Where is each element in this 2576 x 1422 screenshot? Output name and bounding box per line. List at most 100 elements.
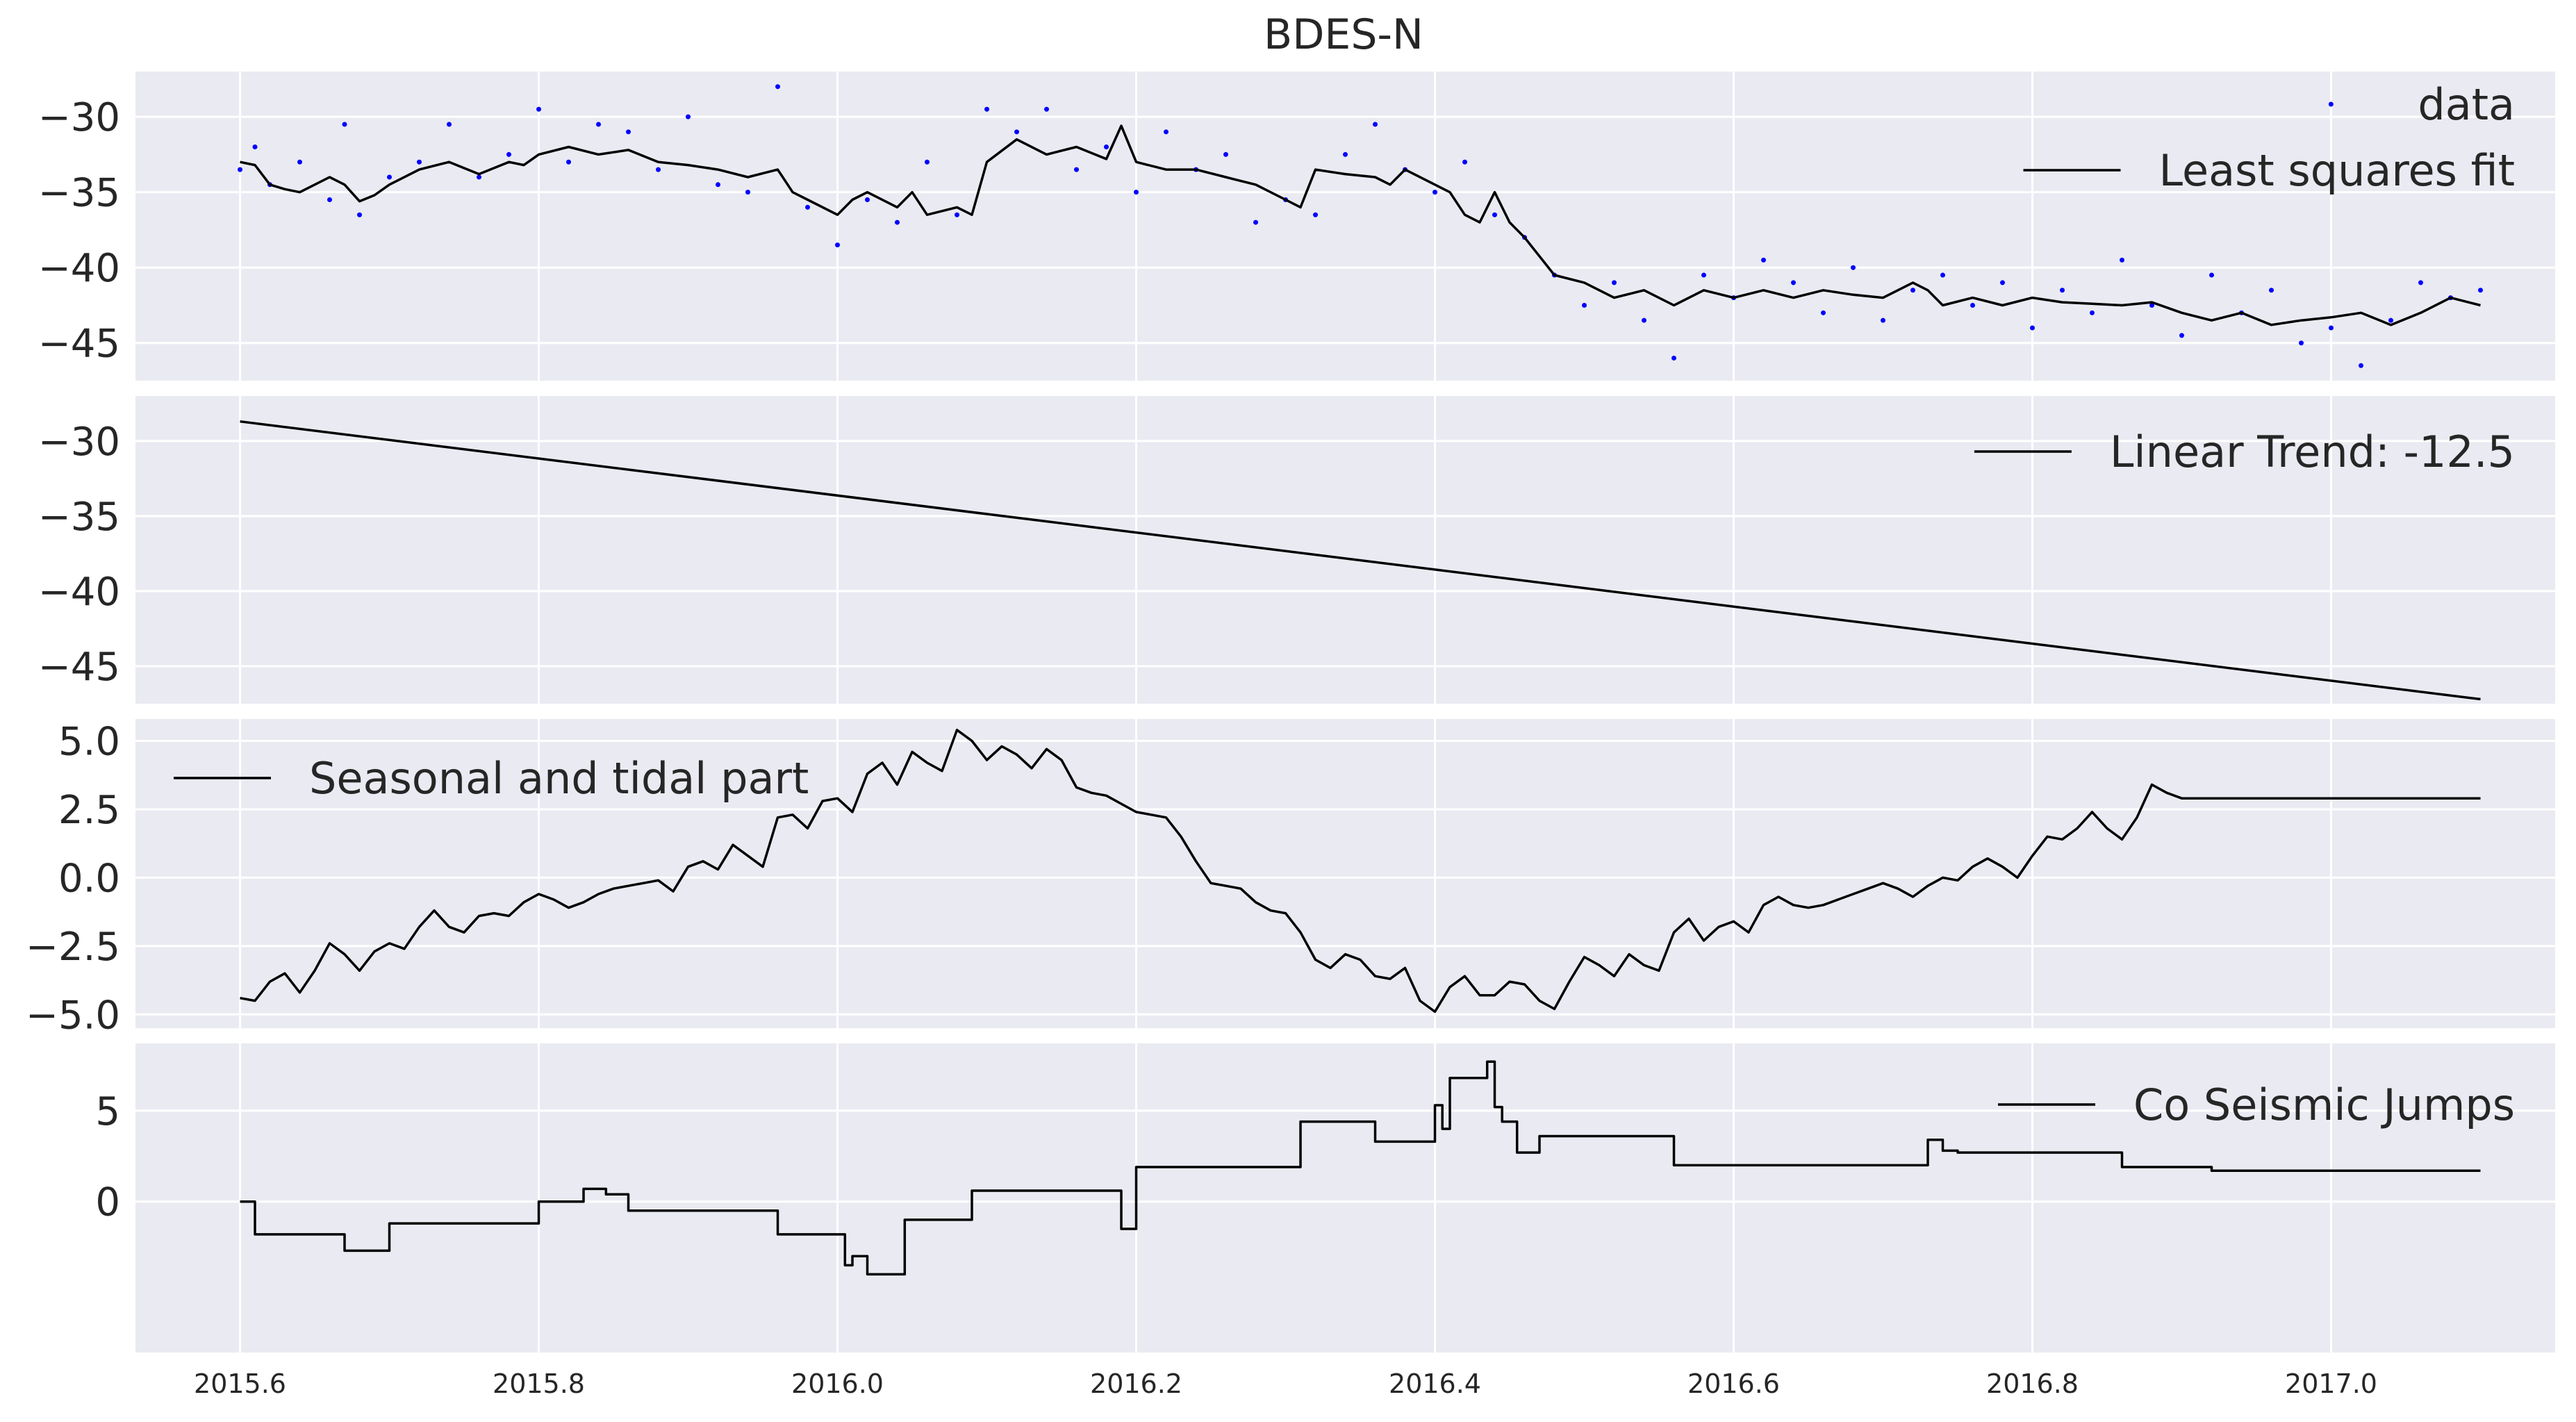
data-point xyxy=(1134,190,1139,195)
x-tick-label: 2016.8 xyxy=(1986,1369,2079,1399)
series-line xyxy=(240,420,2481,701)
data-point xyxy=(2060,288,2065,293)
series-scatter xyxy=(238,84,2483,368)
panel-background xyxy=(135,72,2555,381)
data-point xyxy=(984,106,989,112)
y-tick-label: −45 xyxy=(38,322,120,367)
data-point xyxy=(656,167,661,172)
data-point xyxy=(2000,280,2005,286)
series-line xyxy=(240,729,2481,1014)
data-point xyxy=(1343,151,1348,157)
legend-label: Linear Trend: -12.5 xyxy=(2110,427,2515,477)
data-point xyxy=(1074,167,1079,172)
y-tick-label: 0 xyxy=(95,1180,120,1225)
data-point xyxy=(1164,129,1169,135)
data-point xyxy=(1970,302,1975,308)
data-point xyxy=(536,106,541,112)
data-point xyxy=(2179,333,2184,338)
data-point xyxy=(1642,317,1646,323)
data-point xyxy=(925,159,930,165)
legend: Seasonal and tidal part xyxy=(174,753,809,804)
data-point xyxy=(1940,272,1945,278)
x-tick-label: 2016.0 xyxy=(791,1369,884,1399)
data-point xyxy=(805,204,810,210)
data-point xyxy=(1582,302,1587,308)
data-point xyxy=(1492,212,1497,217)
y-tick-label: −40 xyxy=(38,246,120,291)
data-point xyxy=(775,84,780,90)
y-tick-label: −45 xyxy=(38,645,120,690)
data-point xyxy=(447,122,452,127)
data-point xyxy=(2090,310,2095,315)
x-tick-label: 2016.4 xyxy=(1389,1369,1481,1399)
data-point xyxy=(865,197,870,203)
data-point xyxy=(1881,317,1885,323)
data-point xyxy=(357,212,362,217)
data-point xyxy=(2120,257,2124,263)
data-point xyxy=(1253,220,1258,225)
data-point xyxy=(342,122,347,127)
data-point xyxy=(1761,257,1766,263)
data-point xyxy=(2359,363,2363,368)
data-point xyxy=(1044,106,1049,112)
panel-3: 5.0 2.5 0.0 −2.5 −5.0 Seasonal and tidal part xyxy=(26,719,2555,1038)
y-tick-label: 0.0 xyxy=(58,856,120,901)
series-line xyxy=(240,124,2481,326)
data-point xyxy=(1671,355,1676,361)
legend-marker xyxy=(2328,101,2334,107)
data-point xyxy=(1014,129,1019,135)
data-point xyxy=(1223,151,1228,157)
legend: Linear Trend: -12.5 xyxy=(1974,427,2515,477)
legend-label: Co Seismic Jumps xyxy=(2133,1080,2515,1130)
series-line xyxy=(240,1060,2481,1276)
legend-label: Least squares fit xyxy=(2159,145,2516,196)
data-point xyxy=(1821,310,1826,315)
data-point xyxy=(1462,159,1467,165)
data-point xyxy=(1910,288,1915,293)
x-tick-label: 2016.2 xyxy=(1090,1369,1182,1399)
legend: Co Seismic Jumps xyxy=(1997,1080,2515,1130)
data-point xyxy=(1791,280,1796,286)
legend-label: Seasonal and tidal part xyxy=(309,753,809,804)
data-point xyxy=(477,174,481,180)
panel-4: 5 0 Co Seismic Jumps xyxy=(95,1043,2555,1353)
legend-label: data xyxy=(2418,79,2515,130)
panel-1: −30 −35 −40 −45 data Least squares fit xyxy=(38,72,2555,381)
data-point xyxy=(895,220,900,225)
data-point xyxy=(835,242,840,248)
y-tick-label: −35 xyxy=(38,495,120,540)
data-point xyxy=(686,114,691,119)
y-tick-label: 5.0 xyxy=(58,720,120,765)
x-tick-label: 2015.6 xyxy=(194,1369,286,1399)
data-point xyxy=(417,159,422,165)
data-point xyxy=(2209,272,2214,278)
data-point xyxy=(2269,288,2274,293)
x-tick-label: 2015.8 xyxy=(493,1369,585,1399)
data-point xyxy=(1313,212,1318,217)
data-point xyxy=(1612,280,1617,286)
data-point xyxy=(745,190,750,195)
data-point xyxy=(506,151,511,157)
y-tick-label: −2.5 xyxy=(26,925,120,970)
data-point xyxy=(626,129,631,135)
data-point xyxy=(955,212,959,217)
y-tick-label: −30 xyxy=(38,420,120,465)
data-point xyxy=(1104,144,1109,150)
data-point xyxy=(327,197,332,203)
data-point xyxy=(566,159,571,165)
chart-title: BDES-N xyxy=(1264,10,1423,59)
data-point xyxy=(2478,288,2483,293)
data-point xyxy=(252,144,258,150)
panel-2: −30 −35 −40 −45 Linear Trend: -12.5 xyxy=(38,396,2555,704)
data-point xyxy=(1373,122,1378,127)
data-point xyxy=(2388,317,2393,323)
y-tick-label: −35 xyxy=(38,171,120,216)
data-point xyxy=(2030,325,2035,331)
data-point xyxy=(596,122,601,127)
legend: data Least squares fit xyxy=(2023,79,2516,196)
data-point xyxy=(2299,340,2304,346)
data-point xyxy=(2329,325,2334,331)
data-point xyxy=(1433,190,1437,195)
